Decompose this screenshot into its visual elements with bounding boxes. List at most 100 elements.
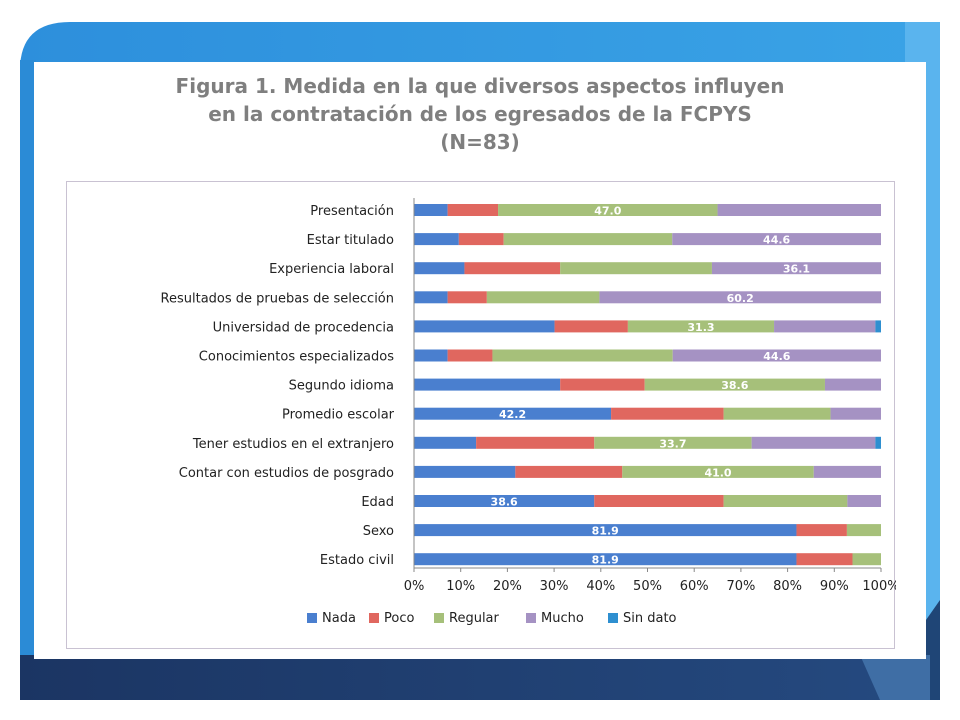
bar-estado-civil-poco	[796, 553, 853, 566]
bar-estado-civil-nada	[414, 553, 797, 566]
bar-promedio-escolar-nada	[414, 407, 612, 420]
category-label-universidad-de-procedencia: Universidad de procedencia	[213, 320, 394, 335]
bar-estar-titulado-regular	[503, 233, 673, 246]
category-label-promedio-escolar: Promedio escolar	[282, 408, 395, 423]
slide-bottom-accent	[860, 655, 930, 700]
bar-contar-con-estudios-de-posgrado-poco	[515, 465, 623, 478]
category-label-segundo-idioma: Segundo idioma	[289, 379, 394, 394]
x-tick-label: 50%	[633, 579, 662, 594]
bar-edad-nada	[414, 495, 595, 507]
bar-experiencia-laboral-poco	[464, 262, 561, 275]
x-tick-label: 0%	[404, 579, 425, 594]
data-label-edad: 38.6	[491, 496, 518, 509]
stacked-bar-chart: Presentación 47.0 Estar titulado 44.6 Experi…	[161, 198, 896, 626]
bar-sexo-nada	[414, 524, 797, 537]
bar-segundo-idioma-mucho	[824, 378, 881, 391]
category-label-experiencia-laboral: Experiencia laboral	[269, 262, 394, 277]
bar-tener-estudios-en-el-extranjero-nada	[414, 436, 477, 449]
x-tick-label: 90%	[820, 579, 849, 594]
category-label-estar-titulado: Estar titulado	[307, 233, 394, 248]
bar-promedio-escolar-poco	[611, 407, 724, 420]
legend-label-sin-dato: Sin dato	[623, 611, 677, 626]
legend-swatch-mucho	[526, 613, 536, 623]
legend-label-poco: Poco	[384, 611, 414, 626]
bar-conocimientos-especializados-mucho	[672, 349, 881, 362]
bar-sexo-poco	[796, 524, 847, 537]
category-label-presentacion: Presentación	[310, 204, 394, 219]
chart-title-line-3: (N=83)	[440, 130, 520, 154]
bar-experiencia-laboral-regular	[560, 262, 712, 275]
bar-conocimientos-especializados-regular	[492, 349, 673, 362]
data-label-tener-estudios-en-el-extranjero: 33.7	[659, 437, 686, 450]
x-tick-label: 40%	[586, 579, 615, 594]
bar-presentacion-nada	[414, 204, 448, 216]
x-tick-label: 10%	[446, 579, 475, 594]
x-tick-label: 100%	[862, 579, 896, 594]
legend-label-regular: Regular	[449, 611, 500, 626]
bar-conocimientos-especializados-poco	[447, 349, 493, 362]
bar-tener-estudios-en-el-extranjero-poco	[476, 436, 595, 449]
bar-edad-mucho	[847, 495, 881, 507]
bar-universidad-de-procedencia-sin-dato	[875, 320, 881, 333]
x-tick-label: 30%	[540, 579, 569, 594]
data-label-sexo: 81.9	[592, 525, 619, 538]
bar-universidad-de-procedencia-poco	[554, 320, 628, 333]
legend-label-mucho: Mucho	[541, 611, 584, 626]
data-label-segundo-idioma: 38.6	[721, 379, 748, 392]
data-label-contar-con-estudios-de-posgrado: 41.0	[704, 466, 731, 479]
slide-bottom-band	[20, 655, 930, 700]
x-tick-label: 70%	[726, 579, 755, 594]
bar-sexo-regular	[846, 524, 881, 537]
bar-tener-estudios-en-el-extranjero-regular	[594, 436, 752, 449]
bar-contar-con-estudios-de-posgrado-regular	[622, 465, 814, 478]
chart-image-frame: Figura 1. Medida en la que diversos aspe…	[34, 62, 926, 659]
bar-resultados-de-pruebas-de-seleccion-regular	[486, 291, 600, 304]
legend-label-nada: Nada	[322, 611, 356, 626]
bar-segundo-idioma-poco	[560, 378, 645, 391]
category-label-conocimientos-especializados: Conocimientos especializados	[199, 350, 394, 365]
data-label-estar-titulado: 44.6	[763, 234, 790, 247]
category-label-resultados-de-pruebas-de-seleccion: Resultados de pruebas de selección	[161, 291, 394, 306]
bar-segundo-idioma-nada	[414, 378, 561, 391]
bar-estar-titulado-mucho	[672, 233, 881, 246]
bar-resultados-de-pruebas-de-seleccion-poco	[447, 291, 487, 304]
bar-universidad-de-procedencia-mucho	[774, 320, 876, 333]
bar-contar-con-estudios-de-posgrado-mucho	[813, 465, 881, 478]
data-label-experiencia-laboral: 36.1	[783, 263, 810, 276]
legend-swatch-regular	[434, 613, 444, 623]
bar-edad-poco	[594, 495, 724, 507]
data-label-resultados-de-pruebas-de-seleccion: 60.2	[727, 292, 754, 305]
bar-contar-con-estudios-de-posgrado-nada	[414, 465, 516, 478]
bar-estado-civil-regular	[852, 553, 881, 566]
bar-estar-titulado-nada	[414, 233, 459, 246]
bar-tener-estudios-en-el-extranjero-mucho	[751, 436, 876, 449]
category-label-contar-con-estudios-de-posgrado: Contar con estudios de posgrado	[179, 466, 394, 481]
bar-tener-estudios-en-el-extranjero-sin-dato	[875, 436, 881, 449]
bar-conocimientos-especializados-nada	[414, 349, 448, 362]
bar-promedio-escolar-mucho	[830, 407, 881, 420]
bar-experiencia-laboral-mucho	[711, 262, 881, 275]
bar-universidad-de-procedencia-regular	[627, 320, 775, 333]
bar-experiencia-laboral-nada	[414, 262, 465, 275]
bar-edad-regular	[723, 495, 848, 507]
bar-resultados-de-pruebas-de-seleccion-mucho	[599, 291, 881, 304]
legend-swatch-sin-dato	[608, 613, 618, 623]
category-label-estado-civil: Estado civil	[320, 553, 394, 568]
slide-left-band	[20, 60, 36, 700]
chart-title-line-2: en la contratación de los egresados de l…	[208, 102, 752, 126]
category-label-edad: Edad	[361, 495, 394, 510]
bar-presentacion-regular	[498, 204, 718, 216]
bar-presentacion-mucho	[717, 204, 881, 216]
bar-universidad-de-procedencia-nada	[414, 320, 555, 333]
data-label-universidad-de-procedencia: 31.3	[687, 321, 714, 334]
bar-resultados-de-pruebas-de-seleccion-nada	[414, 291, 448, 304]
data-label-estado-civil: 81.9	[592, 554, 619, 567]
legend-swatch-poco	[369, 613, 379, 623]
chart-title-line-1: Figura 1. Medida en la que diversos aspe…	[175, 74, 785, 98]
data-label-promedio-escolar: 42.2	[499, 408, 526, 421]
data-label-conocimientos-especializados: 44.6	[763, 350, 790, 363]
bar-promedio-escolar-regular	[723, 407, 831, 420]
x-tick-label: 60%	[680, 579, 709, 594]
bar-estar-titulado-poco	[458, 233, 504, 246]
x-tick-label: 80%	[773, 579, 802, 594]
